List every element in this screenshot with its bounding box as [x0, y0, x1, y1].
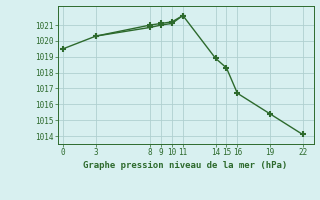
X-axis label: Graphe pression niveau de la mer (hPa): Graphe pression niveau de la mer (hPa) [84, 161, 288, 170]
